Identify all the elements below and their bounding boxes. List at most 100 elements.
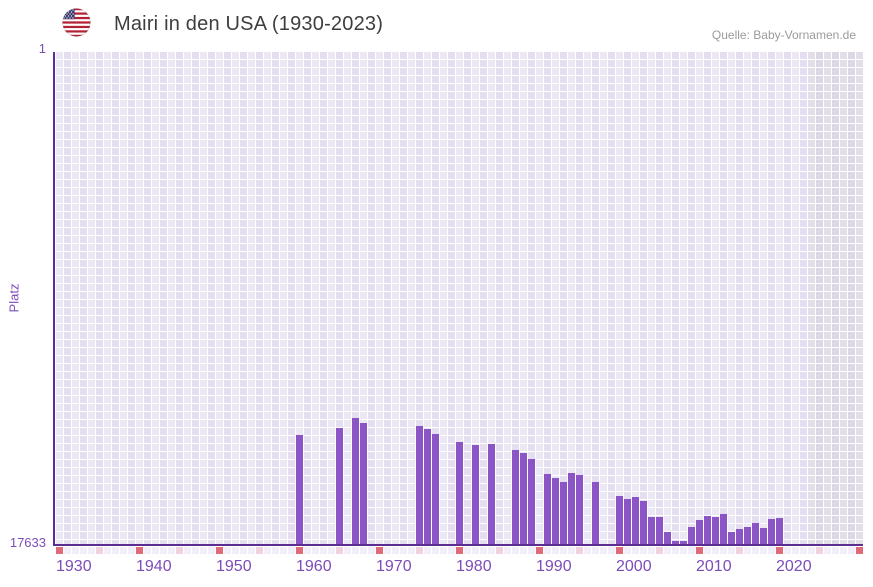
ruler-cell	[432, 547, 439, 554]
ruler-cell	[728, 547, 735, 554]
rank-bar[interactable]	[552, 477, 559, 545]
ruler-cell	[488, 547, 495, 554]
ruler-cell	[584, 547, 591, 554]
ruler-cell	[160, 547, 167, 554]
y-axis-bottom-label: 17633	[9, 535, 46, 550]
rank-bar[interactable]	[456, 441, 463, 545]
ruler-cell	[472, 547, 479, 554]
ruler-cell	[280, 547, 287, 554]
ruler-cell	[176, 547, 183, 554]
rank-bar[interactable]	[656, 516, 663, 545]
rank-bar[interactable]	[576, 474, 583, 545]
ruler-cell	[688, 547, 695, 554]
ruler-cell	[784, 547, 791, 554]
ruler-cell	[504, 547, 511, 554]
ruler-cell	[592, 547, 599, 554]
ruler-cell	[536, 547, 543, 554]
ruler-cell	[72, 547, 79, 554]
ruler-cell	[120, 547, 127, 554]
rank-bar[interactable]	[544, 473, 551, 545]
ruler-cell	[680, 547, 687, 554]
rank-bar[interactable]	[728, 532, 735, 545]
ruler-cell	[648, 547, 655, 554]
ruler-cell	[768, 547, 775, 554]
ruler-cell	[736, 547, 743, 554]
rank-bar[interactable]	[528, 459, 535, 545]
ruler-cell	[312, 547, 319, 554]
ruler-cell	[376, 547, 383, 554]
ruler-cell	[696, 547, 703, 554]
ruler-cell	[744, 547, 751, 554]
rank-bar[interactable]	[712, 516, 719, 545]
y-axis-title: Platz	[6, 283, 22, 313]
rank-bar[interactable]	[360, 423, 367, 545]
rank-bar[interactable]	[488, 443, 495, 545]
ruler-cell	[232, 547, 239, 554]
ruler-cell	[208, 547, 215, 554]
rank-bar[interactable]	[664, 532, 671, 545]
ruler-cell	[664, 547, 671, 554]
x-tick-label: 2000	[616, 558, 652, 575]
rank-bar[interactable]	[624, 499, 631, 545]
ruler-cell	[200, 547, 207, 554]
rank-bar[interactable]	[720, 514, 727, 545]
x-axis-ticks: 1930 1940 1950 1960 1970 1980 1990 2000 2010 2020	[55, 557, 863, 579]
rank-bar[interactable]	[512, 450, 519, 545]
ruler-cell	[96, 547, 103, 554]
rank-bar[interactable]	[296, 435, 303, 545]
ruler-cell	[496, 547, 503, 554]
rank-bar[interactable]	[704, 516, 711, 545]
rank-bar[interactable]	[416, 426, 423, 545]
rank-bar[interactable]	[688, 527, 695, 545]
ruler-cell	[448, 547, 455, 554]
rank-bar[interactable]	[616, 495, 623, 545]
rank-bar[interactable]	[632, 497, 639, 545]
ruler-cell	[456, 547, 463, 554]
ruler-cell	[112, 547, 119, 554]
rank-bar[interactable]	[592, 481, 599, 545]
rank-bar[interactable]	[560, 482, 567, 545]
rank-bar[interactable]	[744, 527, 751, 545]
ruler-cell	[816, 547, 823, 554]
rank-bar[interactable]	[752, 523, 759, 545]
rank-bar[interactable]	[568, 472, 575, 545]
ruler-cell	[520, 547, 527, 554]
rank-bar[interactable]	[352, 418, 359, 545]
ruler-cell	[792, 547, 799, 554]
ruler-cell	[240, 547, 247, 554]
x-tick-label: 1960	[296, 558, 332, 575]
rank-bar[interactable]	[776, 518, 783, 545]
ruler-cell	[88, 547, 95, 554]
x-axis-line	[53, 544, 863, 546]
ruler-cell	[256, 547, 263, 554]
ruler-cell	[576, 547, 583, 554]
rank-bar[interactable]	[520, 453, 527, 545]
rank-bar[interactable]	[736, 528, 743, 545]
ruler-cell	[600, 547, 607, 554]
ruler-cell	[296, 547, 303, 554]
ruler-cell	[336, 547, 343, 554]
rank-bar[interactable]	[336, 427, 343, 545]
rank-bar[interactable]	[672, 541, 679, 545]
y-axis-line	[53, 52, 55, 546]
ruler-cell	[320, 547, 327, 554]
rank-bar[interactable]	[472, 445, 479, 545]
ruler-cell	[832, 547, 839, 554]
ruler-cell	[136, 547, 143, 554]
x-tick-label: 2020	[776, 558, 812, 575]
ruler-cell	[288, 547, 295, 554]
rank-bar[interactable]	[424, 429, 431, 545]
rank-bar[interactable]	[696, 520, 703, 545]
ruler-cell	[328, 547, 335, 554]
rank-bar[interactable]	[432, 434, 439, 545]
rank-bar[interactable]	[640, 501, 647, 545]
ruler-cell	[632, 547, 639, 554]
rank-bar[interactable]	[768, 519, 775, 545]
ruler-cell	[640, 547, 647, 554]
ruler-cell	[408, 547, 415, 554]
ruler-cell	[80, 547, 87, 554]
rank-bar[interactable]	[680, 541, 687, 545]
rank-bar[interactable]	[648, 516, 655, 545]
rank-bar[interactable]	[760, 528, 767, 545]
